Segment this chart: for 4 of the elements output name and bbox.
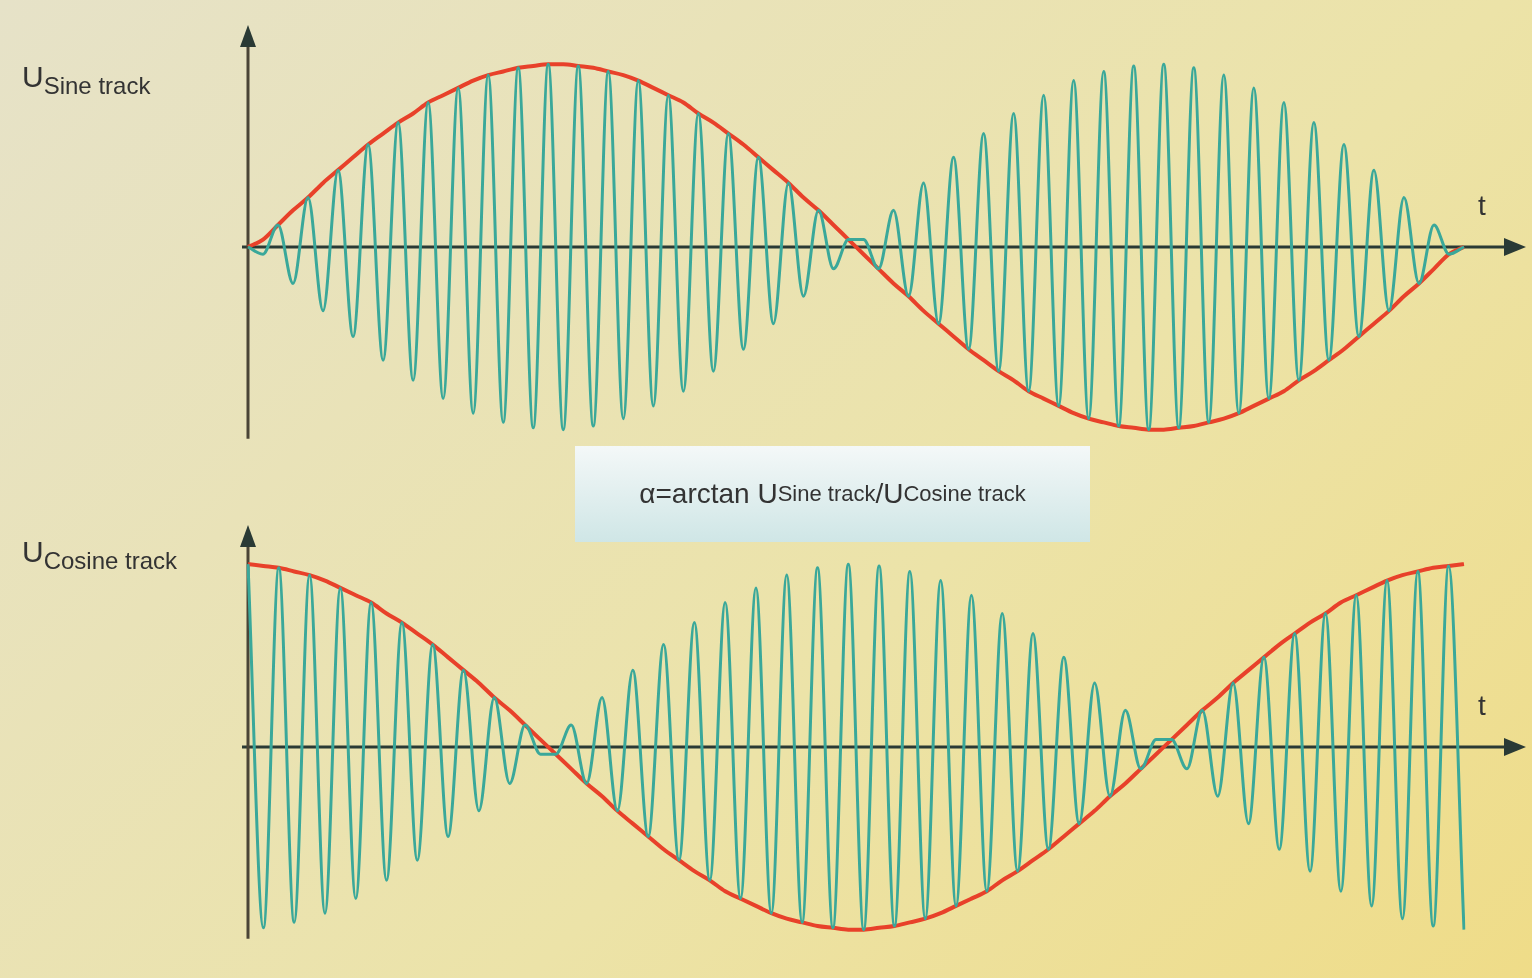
y-axis-title: U$_{Cosine track}$: [22, 535, 178, 575]
y-axis-title: U$_{Sine track}$: [22, 60, 151, 100]
x-axis-title: t: [1478, 190, 1486, 222]
x-axis-title: t: [1478, 690, 1486, 722]
